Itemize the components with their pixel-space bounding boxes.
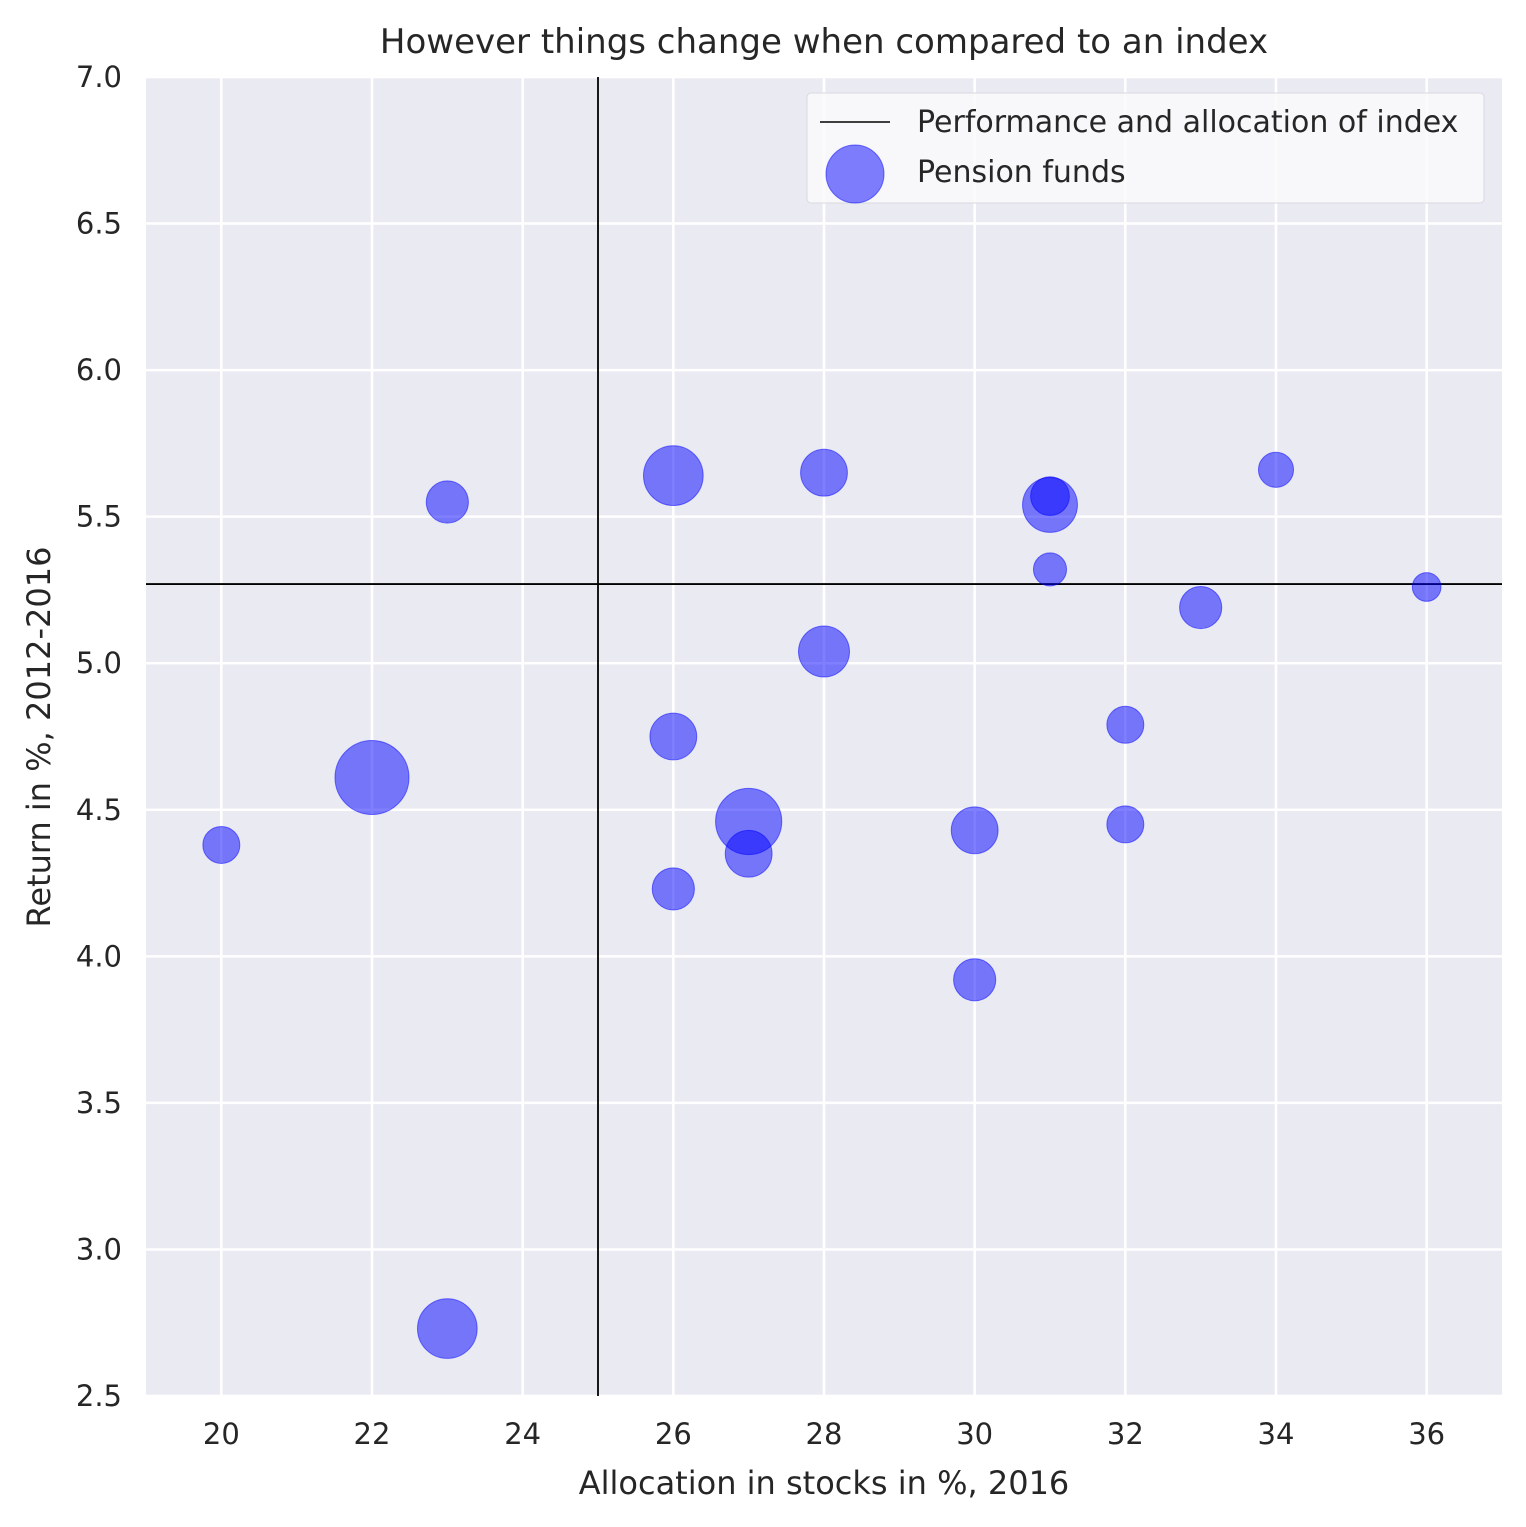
y-axis-title: Return in %, 2012-2016 [20, 547, 58, 928]
legend: Performance and allocation of index Pens… [806, 92, 1485, 204]
legend-label-index: Performance and allocation of index [917, 105, 1458, 140]
x-tick-label: 34 [1258, 1417, 1295, 1451]
pension-fund-point [1411, 572, 1442, 602]
pension-fund-point [425, 480, 469, 524]
pension-fund-point [1106, 805, 1145, 844]
pension-fund-point [800, 448, 848, 497]
y-tick-label: 3.0 [76, 1232, 122, 1266]
pension-fund-point [649, 712, 698, 761]
x-tick-label: 30 [956, 1417, 993, 1451]
pension-fund-point [1032, 552, 1068, 587]
pension-fund-point [1022, 477, 1078, 533]
x-tick-label: 28 [806, 1417, 843, 1451]
pension-fund-point [724, 829, 773, 878]
y-tick-label: 5.0 [76, 646, 122, 680]
index-reference-lines [146, 77, 1502, 1396]
x-tick-labels: 20 22 24 26 28 30 32 34 36 [203, 1417, 1445, 1451]
x-tick-label: 20 [203, 1417, 240, 1451]
pension-fund-point [950, 806, 999, 855]
pension-fund-point [1106, 705, 1145, 744]
y-tick-label: 4.5 [76, 793, 122, 827]
y-tick-label: 3.5 [76, 1086, 122, 1120]
y-tick-label: 7.0 [76, 60, 122, 94]
legend-marker-swatch [825, 144, 885, 204]
scatter-points [202, 445, 1442, 1359]
y-tick-label: 4.0 [76, 939, 122, 973]
pension-fund-point [651, 867, 695, 911]
y-tick-label: 2.5 [76, 1379, 122, 1413]
pension-fund-point [797, 625, 851, 678]
x-tick-label: 32 [1107, 1417, 1144, 1451]
y-tick-label: 6.5 [76, 207, 122, 241]
pension-fund-point [417, 1298, 478, 1359]
pension-fund-point [1179, 585, 1223, 630]
pension-fund-point [953, 958, 997, 1002]
y-tick-labels: 2.5 3.0 3.5 4.0 4.5 5.0 5.5 6.0 6.5 7.0 [76, 60, 122, 1413]
legend-box [806, 92, 1485, 204]
x-tick-label: 22 [354, 1417, 391, 1451]
y-tick-label: 6.0 [76, 353, 122, 387]
pension-fund-point [1257, 451, 1295, 488]
x-tick-label: 26 [655, 1417, 692, 1451]
x-tick-label: 24 [504, 1417, 541, 1451]
pension-fund-point [202, 825, 241, 864]
x-axis-title: Allocation in stocks in %, 2016 [579, 1464, 1070, 1502]
pension-fund-point [334, 740, 410, 816]
x-tick-label: 36 [1408, 1417, 1445, 1451]
y-tick-label: 5.5 [76, 500, 122, 534]
chart-title: However things change when compared to a… [380, 22, 1268, 62]
legend-label-funds: Pension funds [917, 155, 1126, 190]
pension-fund-point [643, 445, 704, 506]
